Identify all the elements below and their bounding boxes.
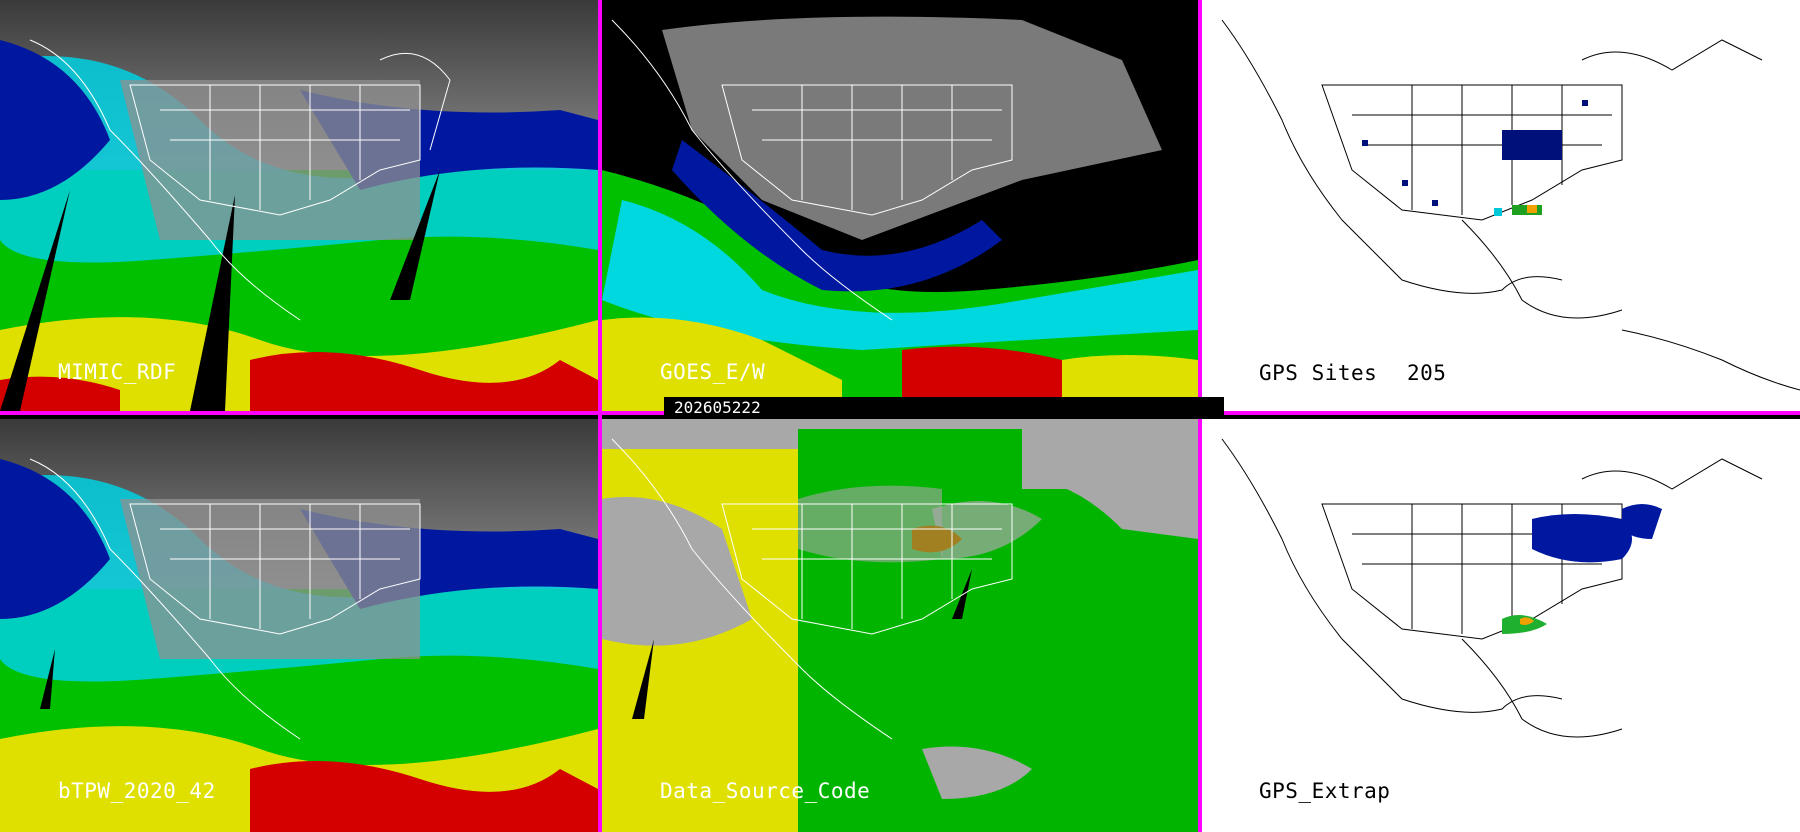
panel-label: GPS Sites [1259,361,1378,385]
timestamp-label: 202605222 [674,398,761,417]
panel-gps-sites [1202,0,1800,411]
panel-mimic-rdf [0,0,598,411]
panel-label: MIMIC_RDF [58,360,177,384]
panel-btpw [0,419,598,832]
panel-label: Data_Source_Code [660,779,871,803]
panel-label: GPS_Extrap [1259,779,1391,803]
site-map-gps-extrap [1202,419,1800,832]
tpw-map-goes [602,0,1198,411]
timestamp-bar: 202605222 [664,397,1224,419]
panel-data-source-code [602,419,1198,832]
tpw-map-mimic [0,0,598,411]
panel-label: GOES_E/W [660,360,766,384]
divider-vertical-left [598,0,602,832]
site-map-gps [1202,0,1800,411]
gps-site-count: 205 [1407,361,1447,385]
panel-goes [602,0,1198,411]
panel-gps-extrap [1202,419,1800,832]
source-code-map [602,419,1198,832]
panel-label: bTPW_2020_42 [58,779,216,803]
tpw-map-btpw [0,419,598,832]
